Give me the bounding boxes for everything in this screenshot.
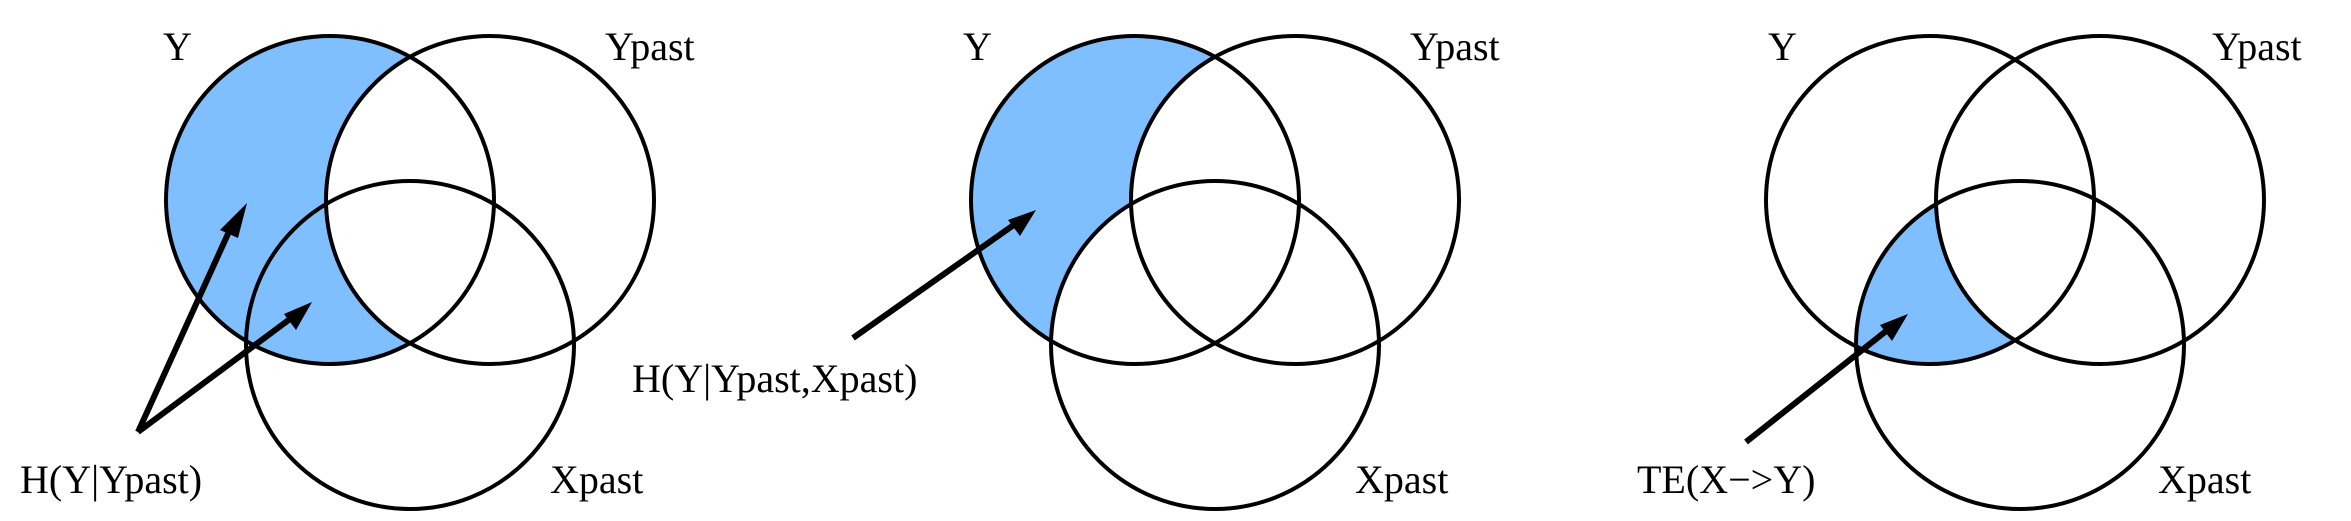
panel-1-ypast-circle — [324, 34, 656, 366]
panel-1-ypast-label: Ypast — [605, 24, 695, 69]
panel-2-annotation: H(Y|Ypast,Xpast) — [632, 356, 917, 401]
panel-1-xpast-circle — [244, 179, 576, 511]
panel-1-arrows — [135, 203, 312, 435]
panel-2-ypast-circle — [1129, 34, 1461, 366]
panel-3-arrow — [1744, 314, 1908, 445]
panel-2-xpast-label: Xpast — [1355, 457, 1448, 502]
panel-1-y-label: Y — [163, 24, 192, 69]
panel-3: Y Ypast Xpast TE(X−>Y) — [1637, 24, 2302, 511]
panel-1: Y Ypast Xpast H(Y|Ypast) — [20, 24, 695, 511]
panel-1-annotation: H(Y|Ypast) — [20, 457, 202, 502]
panel-2-ypast-label: Ypast — [1410, 24, 1500, 69]
panel-3-y-label: Y — [1768, 24, 1797, 69]
panel-2-arrow — [851, 210, 1036, 341]
panel-1-xpast-label: Xpast — [550, 457, 643, 502]
panel-2: Y Ypast Xpast H(Y|Ypast,Xpast) — [632, 24, 1500, 511]
panel-3-xpast-label: Xpast — [2158, 457, 2251, 502]
panel-3-annotation: TE(X−>Y) — [1637, 457, 1815, 502]
panel-2-xpast-circle — [1049, 179, 1381, 511]
panel-1-y-circle — [164, 34, 496, 366]
panel-3-ypast-label: Ypast — [2212, 24, 2302, 69]
panel-2-y-circle — [969, 34, 1301, 366]
panel-2-y-label: Y — [963, 24, 992, 69]
panel-3-xpast-circle — [1854, 179, 2186, 511]
panel-3-ypast-circle — [1934, 34, 2266, 366]
